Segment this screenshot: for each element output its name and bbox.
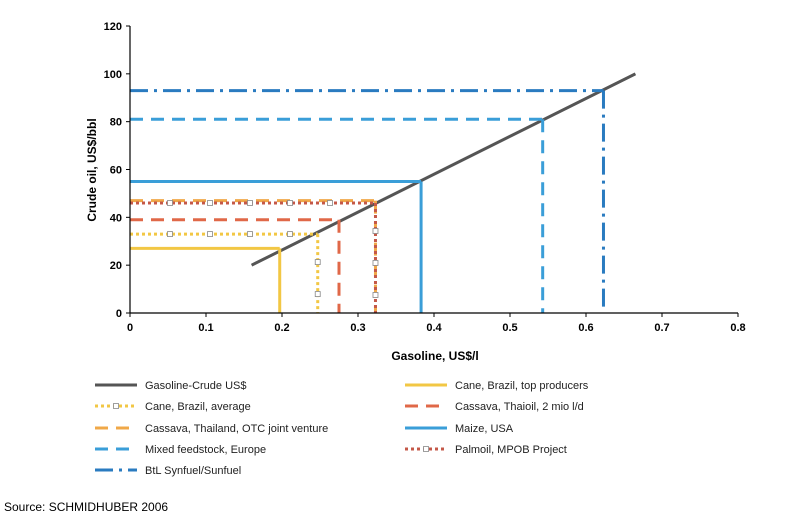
x-tick-label: 0.1 (198, 322, 213, 334)
series-7 (130, 200, 379, 313)
source-note: Source: SCHMIDHUBER 2006 (4, 500, 169, 514)
series-marker (167, 200, 173, 206)
series-marker (247, 200, 253, 206)
series-8 (130, 89, 605, 313)
chart: 0 20 40 60 80 100 120 0 0.1 0.2 0.3 0.4 0.5 0.6 0.7 0.8… (85, 21, 746, 477)
series-marker (247, 231, 253, 237)
chart-axes: 0 20 40 60 80 100 120 0 0.1 0.2 0.3 0.4 0.5 0.6 0.7 0.8 (104, 21, 746, 334)
y-tick-label: 100 (104, 69, 122, 81)
legend-label: BtL Synfuel/Sunfuel (145, 465, 241, 477)
legend-label: Maize, USA (455, 423, 514, 435)
chart-marks (130, 72, 637, 313)
y-tick-label: 0 (116, 308, 122, 320)
series-4 (130, 199, 377, 313)
x-axis-title: Gasoline, US$/l (391, 349, 478, 363)
series-3 (130, 218, 341, 313)
series-0 (250, 72, 637, 267)
y-axis-title: Crude oil, US$/bbl (85, 118, 99, 221)
series-marker (372, 260, 379, 266)
series-6 (130, 117, 545, 313)
legend-item: Cane, Brazil, top producers (405, 380, 589, 392)
legend-marker (423, 446, 429, 452)
series-marker (207, 231, 213, 237)
series-marker (314, 259, 321, 265)
x-tick-label: 0.7 (654, 322, 669, 334)
y-tick-label: 120 (104, 21, 122, 33)
y-tick-label: 20 (110, 260, 122, 272)
series-marker (314, 291, 321, 297)
series-marker (207, 200, 213, 206)
legend-label: Cane, Brazil, top producers (455, 380, 589, 392)
x-tick-label: 0.6 (578, 322, 593, 334)
series-marker (287, 231, 293, 237)
legend-label: Cassava, Thailand, OTC joint venture (145, 423, 328, 435)
x-tick-label: 0.5 (502, 322, 517, 334)
series-marker (167, 231, 173, 237)
legend-item: Cassava, Thailand, OTC joint venture (95, 423, 328, 435)
series-1 (130, 246, 282, 313)
legend-label: Gasoline-Crude US$ (145, 380, 247, 392)
x-tick-label: 0 (127, 322, 133, 334)
x-tick-label: 0.3 (350, 322, 365, 334)
legend: Gasoline-Crude US$ Cane, Brazil, average C… (95, 380, 589, 477)
series-line (250, 72, 637, 267)
legend-label: Cane, Brazil, average (145, 401, 251, 413)
y-tick-label: 80 (110, 117, 122, 129)
series-5 (130, 179, 423, 313)
series-marker (372, 228, 379, 234)
series-2 (130, 231, 321, 313)
legend-label: Cassava, Thaioil, 2 mio l/d (455, 401, 584, 413)
legend-item: Cane, Brazil, average (95, 401, 251, 413)
legend-item: BtL Synfuel/Sunfuel (95, 465, 241, 477)
series-marker (287, 200, 293, 206)
series-marker (327, 200, 333, 206)
y-tick-label: 40 (110, 212, 122, 224)
legend-item: Palmoil, MPOB Project (405, 444, 567, 456)
x-tick-label: 0.2 (274, 322, 289, 334)
series-marker (372, 292, 379, 298)
legend-item: Maize, USA (405, 423, 514, 435)
legend-label: Palmoil, MPOB Project (455, 444, 567, 456)
legend-item: Cassava, Thaioil, 2 mio l/d (405, 401, 584, 413)
legend-item: Gasoline-Crude US$ (95, 380, 247, 392)
x-tick-label: 0.4 (426, 322, 442, 334)
y-tick-label: 60 (110, 165, 122, 177)
legend-item: Mixed feedstock, Europe (95, 444, 266, 456)
legend-marker (113, 403, 119, 409)
x-tick-label: 0.8 (730, 322, 745, 334)
legend-label: Mixed feedstock, Europe (145, 444, 266, 456)
